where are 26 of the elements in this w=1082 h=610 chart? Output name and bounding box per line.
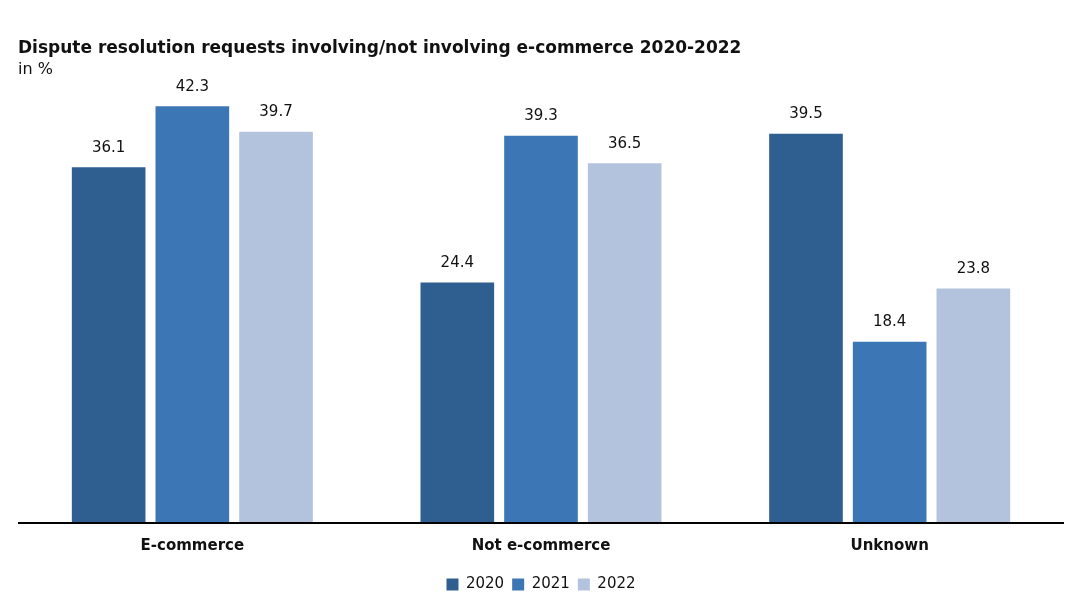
data-label: 39.7 [259, 102, 293, 121]
legend-label: 2022 [597, 574, 636, 593]
bar [936, 288, 1011, 523]
data-label: 39.3 [524, 106, 558, 125]
chart-subtitle: in % [18, 59, 53, 79]
bar [420, 282, 495, 523]
data-label: 36.5 [607, 133, 642, 152]
data-label: 24.4 [440, 252, 475, 271]
bar [504, 135, 578, 523]
chart-title: Dispute resolution requests involving/not involving e-commerce 2020-2022 [18, 36, 742, 57]
bar [769, 133, 843, 523]
data-label: 39.5 [789, 104, 823, 123]
bar [155, 106, 230, 523]
legend-label: 2021 [531, 574, 570, 593]
x-tick-label: Not e-commerce [471, 535, 611, 554]
data-label: 23.8 [956, 258, 991, 277]
bar [852, 341, 927, 523]
x-tick-label: E-commerce [140, 535, 245, 554]
legend-label: 2020 [465, 574, 505, 593]
bar [239, 131, 313, 523]
bar [587, 163, 662, 523]
x-tick-label: Unknown [850, 535, 929, 554]
data-label: 36.1 [91, 137, 126, 156]
data-label: 18.4 [872, 312, 907, 331]
data-label: 42.3 [175, 76, 210, 95]
bar [71, 167, 146, 523]
